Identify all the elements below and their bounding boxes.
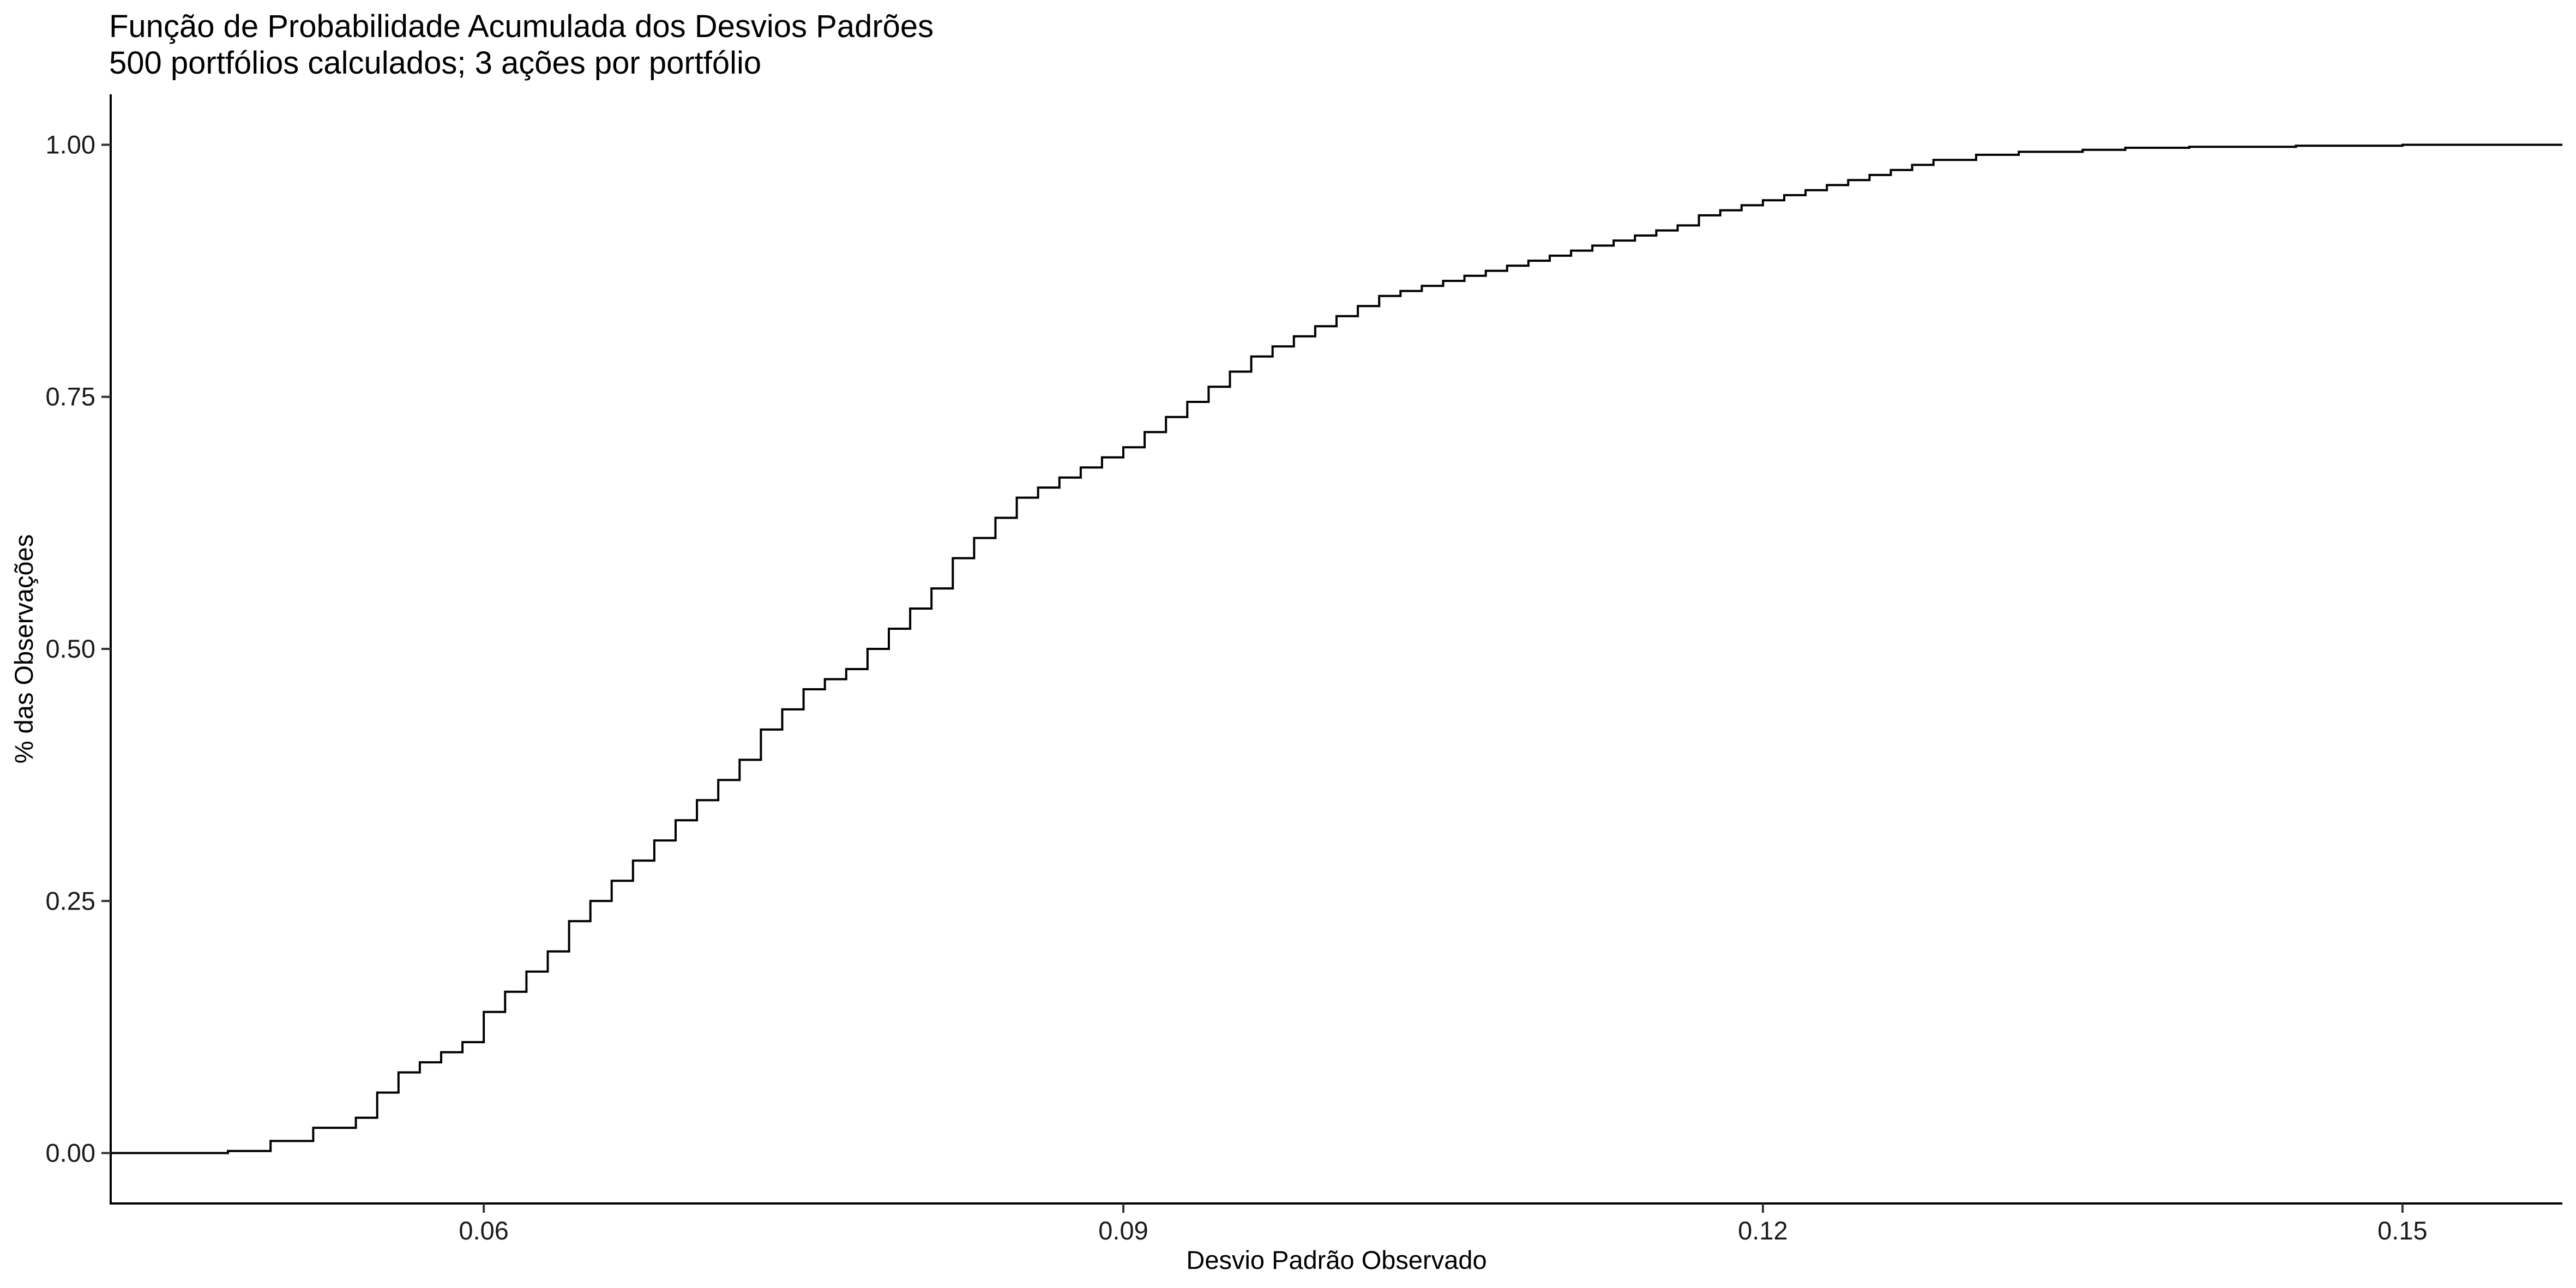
y-axis-title: % das Observações	[9, 534, 38, 764]
y-tick-label: 1.00	[46, 130, 95, 159]
chart-title: Função de Probabilidade Acumulada dos De…	[109, 9, 934, 44]
x-tick-label: 0.06	[459, 1216, 508, 1245]
x-tick-label: 0.09	[1098, 1216, 1148, 1245]
x-axis-ticks: 0.06 0.09 0.12 0.15	[459, 1203, 2428, 1245]
y-tick-label: 0.75	[46, 382, 95, 411]
series-group	[111, 143, 2562, 1154]
x-axis-title: Desvio Padrão Observado	[1186, 1245, 1486, 1274]
y-tick-label: 0.50	[46, 634, 95, 663]
y-tick-label: 0.00	[46, 1139, 95, 1167]
chart-subtitle: 500 portfólios calculados; 3 ações por p…	[109, 45, 761, 81]
y-axis-ticks: 0.00 0.25 0.50 0.75 1.00	[46, 130, 111, 1167]
y-tick-label: 0.25	[46, 886, 95, 915]
x-tick-label: 0.15	[2378, 1216, 2427, 1245]
x-tick-label: 0.12	[1738, 1216, 1787, 1245]
ecdf-step-line	[111, 143, 2562, 1154]
